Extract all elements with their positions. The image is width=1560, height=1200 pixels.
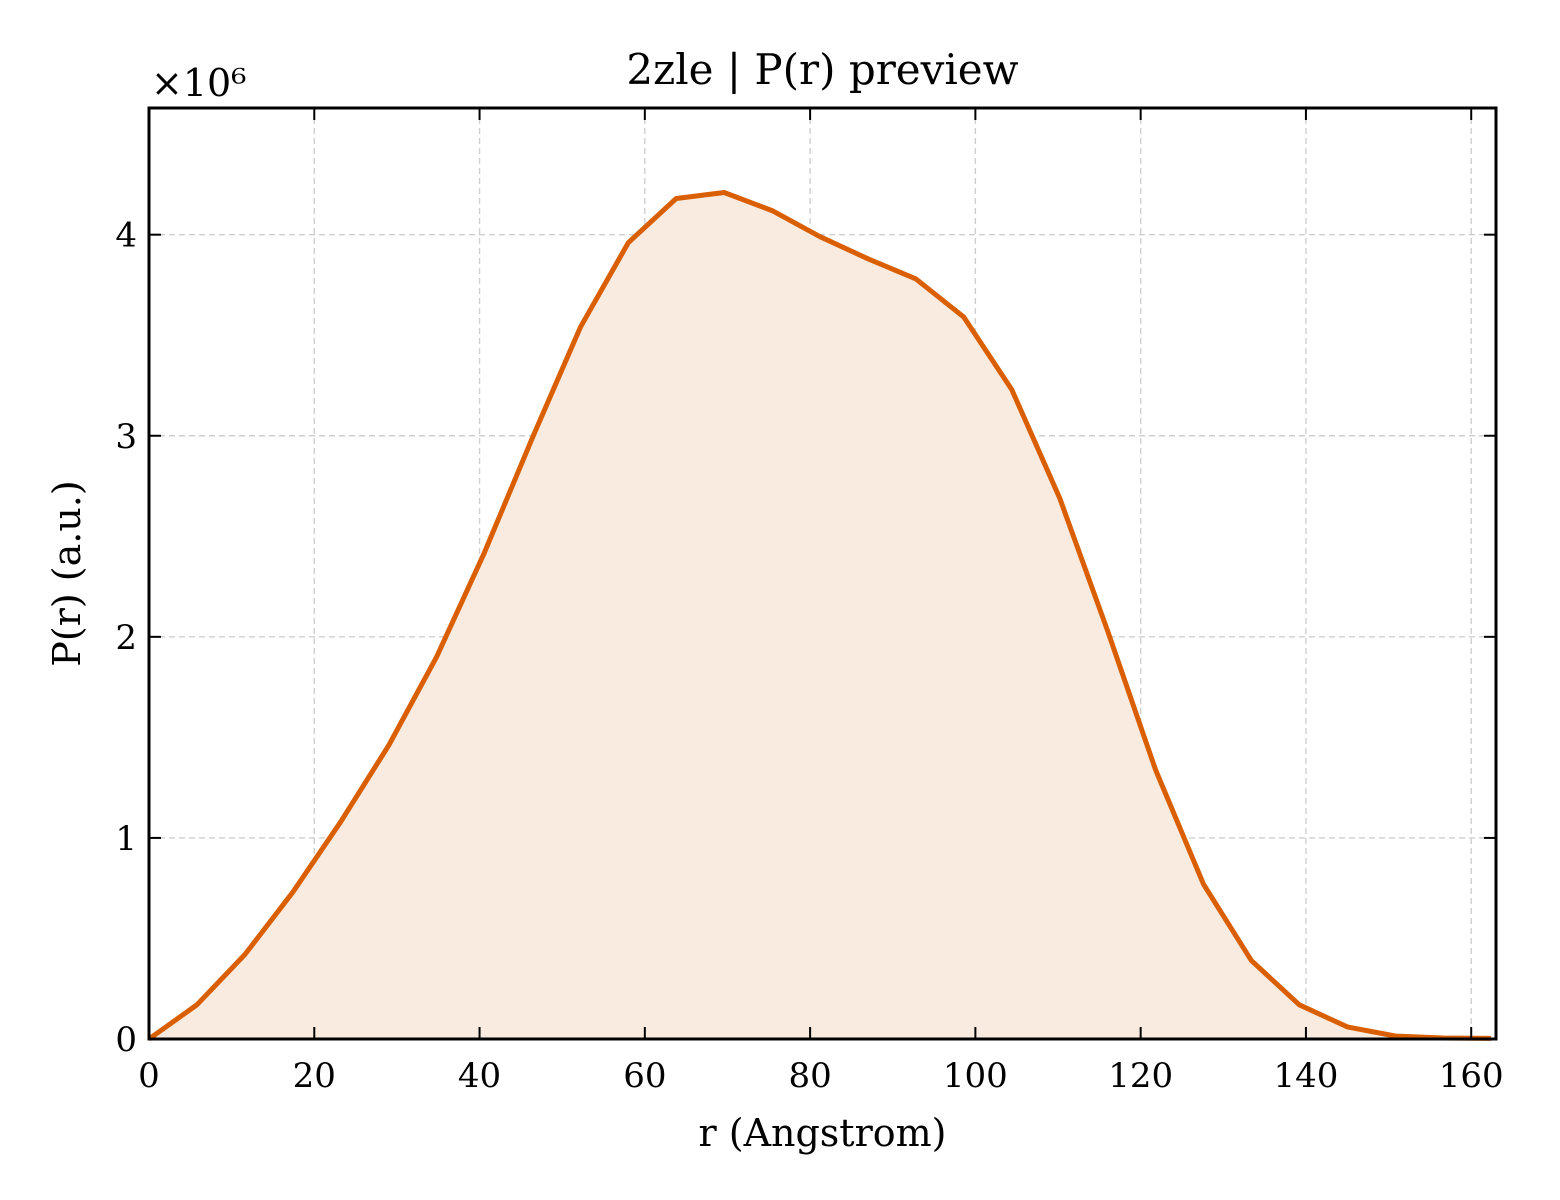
x-tick-label: 120	[1108, 1056, 1173, 1096]
x-tick-label: 20	[293, 1056, 336, 1096]
x-tick-label: 100	[943, 1056, 1008, 1096]
x-tick-label: 140	[1273, 1056, 1338, 1096]
y-axis-multiplier: ×10⁶	[151, 61, 246, 105]
pr-line	[147, 190, 1492, 1042]
x-tick-label: 40	[458, 1056, 501, 1096]
y-tick-label: 2	[115, 618, 137, 658]
x-tick-label: 160	[1439, 1056, 1504, 1096]
x-tick-label: 0	[138, 1056, 160, 1096]
plot-frame	[147, 106, 1498, 1041]
pr-area-fill	[149, 192, 1491, 1039]
x-tick-label: 60	[623, 1056, 666, 1096]
chart-title: 2zle | P(r) preview	[626, 45, 1018, 94]
y-tick-label: 0	[115, 1020, 137, 1060]
x-tick-label: 80	[788, 1056, 831, 1096]
y-axis-label: P(r) (a.u.)	[45, 480, 89, 666]
y-tick-label: 1	[115, 819, 137, 859]
y-tick-label: 3	[115, 417, 137, 457]
x-axis-label: r (Angstrom)	[699, 1111, 947, 1155]
axis-ticks: 0 20 40 60 80 100 120 140 160 0 1 2 3 4	[115, 108, 1504, 1096]
y-tick-label: 4	[115, 216, 137, 256]
